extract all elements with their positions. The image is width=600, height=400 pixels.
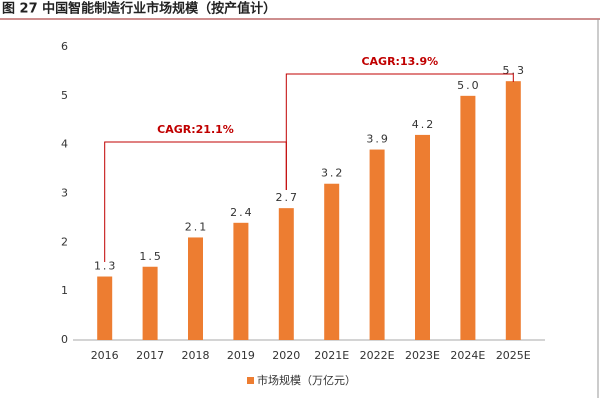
x-tick-label: 2020 (272, 349, 300, 362)
cagr-label: CAGR:21.1% (157, 123, 234, 136)
cagr-label: CAGR:13.9% (361, 55, 438, 68)
chart-title: 图 27 中国智能制造行业市场规模（按产值计） (2, 1, 276, 17)
bar (233, 222, 249, 340)
legend-swatch (247, 377, 254, 384)
value-label: 2.7 (276, 191, 300, 204)
x-tick-label: 2021E (314, 349, 349, 362)
y-tick-label: 4 (61, 138, 68, 151)
value-label: 1.3 (94, 260, 118, 273)
bar (97, 276, 113, 340)
y-tick-label: 3 (61, 187, 68, 200)
legend-label: 市场规模（万亿元） (257, 373, 356, 387)
bar (188, 237, 203, 340)
bar (505, 81, 521, 340)
value-label: 5.0 (457, 79, 481, 92)
value-label: 2.1 (185, 220, 209, 233)
y-tick-label: 6 (61, 40, 68, 53)
value-label: 3.9 (366, 133, 390, 146)
bar (324, 183, 340, 340)
x-tick-label: 2022E (360, 349, 395, 362)
y-tick-label: 0 (61, 333, 68, 346)
bar (369, 149, 385, 340)
x-tick-label: 2025E (496, 349, 531, 362)
value-label: 2.4 (230, 206, 254, 219)
x-tick-label: 2024E (450, 349, 485, 362)
cagr-bracket (285, 73, 514, 190)
x-tick-label: 2019 (227, 349, 255, 362)
value-label: 4.2 (412, 118, 436, 131)
value-label: 5.3 (503, 64, 527, 77)
bar (278, 208, 294, 340)
bar (142, 266, 158, 340)
bar (415, 134, 430, 340)
x-tick-label: 2016 (91, 349, 119, 362)
x-tick-label: 2017 (136, 349, 164, 362)
y-tick-label: 1 (61, 284, 68, 297)
value-label: 1.5 (139, 250, 163, 263)
bar (460, 95, 476, 340)
y-tick-label: 5 (61, 89, 68, 102)
x-tick-label: 2023E (405, 349, 440, 362)
value-label: 3.2 (321, 167, 345, 180)
y-tick-label: 2 (61, 235, 68, 248)
x-tick-label: 2018 (182, 349, 210, 362)
